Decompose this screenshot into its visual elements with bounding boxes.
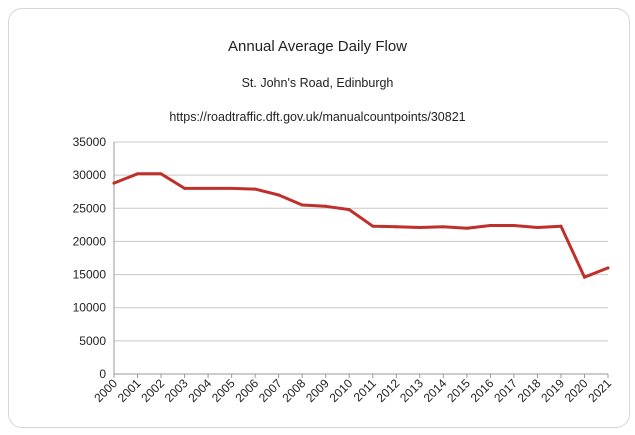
data-point [183, 187, 186, 190]
y-tick-label: 35000 [73, 135, 107, 149]
data-point [254, 188, 257, 191]
x-tick-label: 2014 [421, 376, 450, 405]
data-point [230, 187, 233, 190]
y-tick-label: 5000 [79, 334, 106, 348]
x-tick-label: 2016 [468, 376, 497, 405]
data-point [559, 225, 562, 228]
x-tick-label: 2010 [327, 376, 356, 405]
x-tick-label: 2004 [185, 376, 214, 405]
data-point [113, 182, 116, 185]
x-tick-label: 2000 [91, 376, 120, 405]
x-tick-label: 2012 [374, 376, 403, 405]
data-point [489, 224, 492, 227]
data-point [348, 208, 351, 211]
x-tick-label: 2002 [138, 376, 167, 405]
y-tick-label: 10000 [73, 301, 107, 315]
data-point [277, 194, 280, 197]
data-point [536, 226, 539, 229]
x-tick-label: 2019 [538, 376, 567, 405]
data-point [442, 225, 445, 228]
y-tick-label: 0 [99, 367, 106, 381]
y-tick-label: 15000 [73, 268, 107, 282]
x-tick-label: 2015 [444, 376, 473, 405]
x-tick-label: 2006 [232, 376, 261, 405]
x-tick-label: 2011 [351, 376, 379, 404]
x-tick-label: 2001 [115, 376, 144, 405]
data-point [160, 172, 163, 175]
x-tick-label: 2021 [585, 376, 614, 405]
data-point [418, 226, 421, 229]
x-tick-label: 2020 [562, 376, 591, 405]
x-tick-label: 2008 [280, 376, 309, 405]
data-point [136, 172, 139, 175]
y-tick-label: 30000 [73, 168, 107, 182]
x-tick-label: 2013 [397, 376, 426, 405]
data-point [512, 224, 515, 227]
data-point [371, 225, 374, 228]
data-point [207, 187, 210, 190]
y-tick-label: 20000 [73, 234, 107, 248]
x-tick-label: 2009 [303, 376, 332, 405]
data-point [607, 266, 610, 269]
x-tick-label: 2007 [256, 376, 285, 405]
data-point [324, 205, 327, 208]
data-point [583, 276, 586, 279]
x-tick-label: 2017 [491, 376, 520, 405]
series-line [114, 174, 608, 277]
data-point [301, 203, 304, 206]
data-point [395, 225, 398, 228]
y-tick-label: 25000 [73, 201, 107, 215]
x-tick-label: 2003 [162, 376, 191, 405]
x-tick-label: 2005 [209, 376, 238, 405]
data-point [465, 227, 468, 230]
x-tick-label: 2018 [515, 376, 544, 405]
